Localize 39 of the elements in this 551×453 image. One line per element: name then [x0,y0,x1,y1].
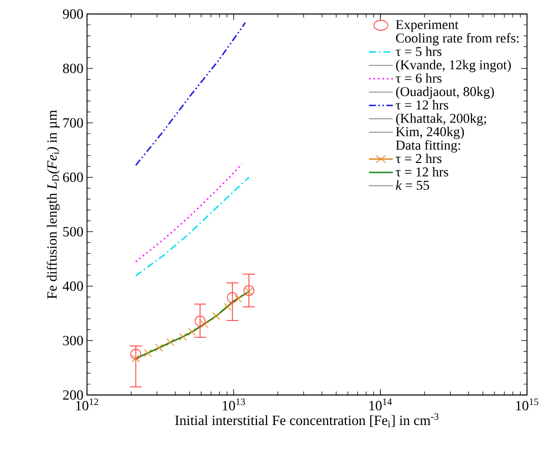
legend-label: τ = 6 hrs [396,73,442,83]
point [155,344,164,352]
annotation: Data fitting: [396,140,460,153]
point [144,349,152,358]
y-tick-label: 200 [63,390,83,400]
legend-label: Experiment [396,20,458,32]
y-tick-label: 600 [63,172,83,182]
x-tick-label: 10$^{13}$ [222,398,245,410]
annotation: (Khattak, 200kg; [396,113,486,126]
point [200,320,208,328]
y-tick-label: 400 [62,281,83,291]
legend-label: τ = 12 hrs [396,166,448,176]
line-series [135,22,246,166]
point [166,338,174,346]
x-axis-title: Initial interstitial Fe concentration [Fe$_{i}$] in cm$^{-3}$ [175,413,438,428]
y-axis-title: Fe diffusion length L$_{D}$(Fe$_{i}$) in µm [46,110,60,299]
point [224,302,232,311]
x-tick-label: 10$^{15}$ [516,398,538,410]
x-tick-label: 10$^{14}$ [369,398,392,410]
point [178,332,187,341]
annotation: Kim, 240kg) [396,126,464,140]
x-tick-label: 10$^{12}$ [76,398,98,410]
point [212,312,220,320]
legend-label: τ = 5 hrs [396,46,442,56]
legend-label: τ = 2 hrs [396,154,442,164]
point [132,354,140,362]
y-tick-label: 700 [63,118,83,128]
point [188,328,196,336]
y-tick-label: 500 [63,226,83,236]
annotation: (Kvande, 12kg ingot) [396,60,511,72]
y-tick-label: 300 [63,336,83,346]
point [130,348,142,360]
y-tick-label: 900 [62,9,83,19]
legend-label: τ = 12 hrs [396,100,448,110]
annotation: k = 55 [396,180,430,190]
y-tick-label: 800 [63,64,83,74]
annotation: Cooling rate from refs: [396,33,519,46]
point [244,288,253,296]
annotation: (Ouadjaout, 80kg) [396,86,494,99]
